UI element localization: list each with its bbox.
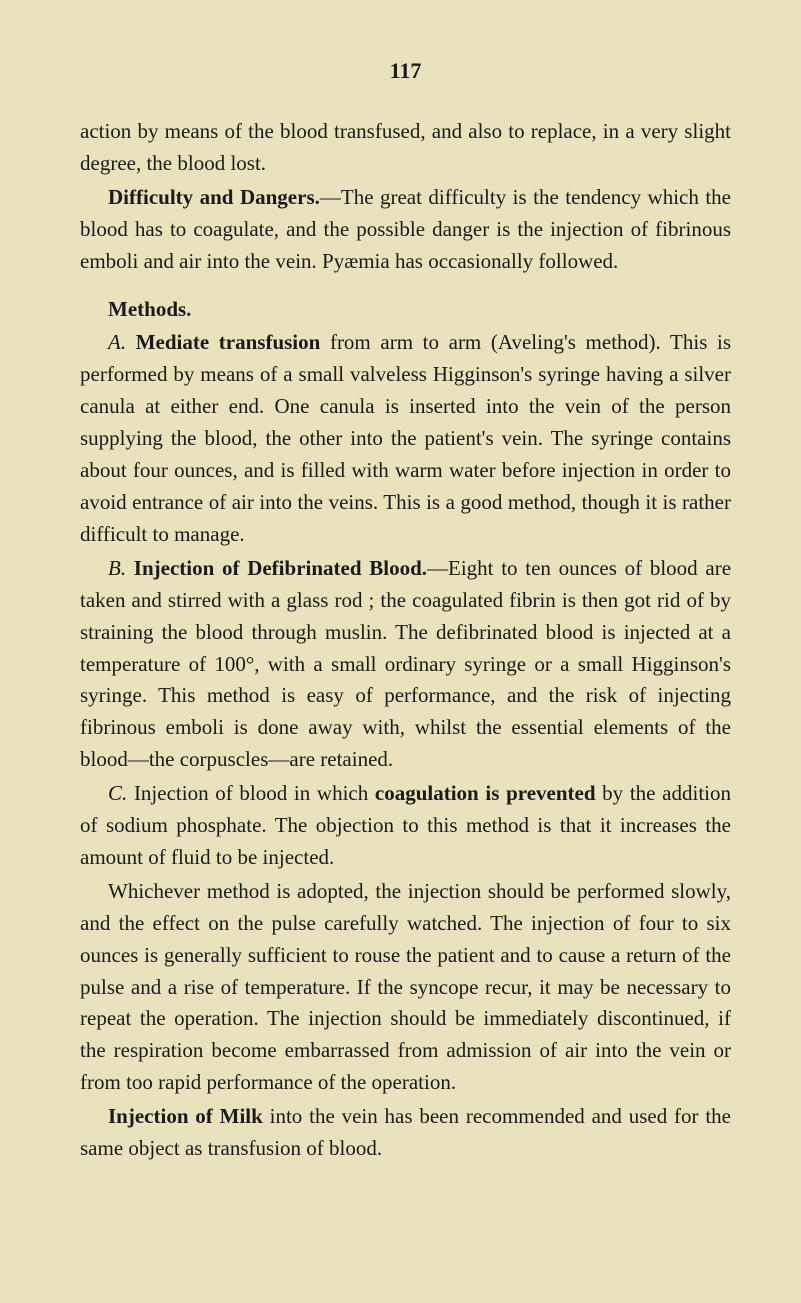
paragraph-4-label: B. [108,556,134,580]
paragraph-3-text: from arm to arm (Aveling's method). This… [80,330,731,545]
paragraph-4-text: —Eight to ten ounces of blood are taken … [80,556,731,771]
page-number: 117 [80,58,731,84]
body-content: action by means of the blood transfused,… [80,116,731,1165]
paragraph-5-before: Injection of blood in which [134,781,375,805]
paragraph-1: action by means of the blood transfused,… [80,116,731,180]
paragraph-5: C. Injection of blood in which coagulati… [80,778,731,874]
paragraph-4: B. Injection of Defibrinated Blood.—Eigh… [80,553,731,776]
paragraph-7: Injection of Milk into the vein has been… [80,1101,731,1165]
paragraph-3: A. Mediate transfusion from arm to arm (… [80,327,731,550]
paragraph-5-label: C. [108,781,134,805]
paragraph-3-lead: Mediate transfusion [136,330,321,354]
paragraph-4-lead: Injection of Defibrinated Blood. [134,556,427,580]
paragraph-3-label: A. [108,330,136,354]
paragraph-6-text: Whichever method is adopted, the injecti… [80,879,731,1094]
paragraph-2-lead: Difficulty and Dangers. [108,185,320,209]
paragraph-5-bold: coagulation is prevented [375,781,596,805]
methods-heading: Methods. [80,294,731,326]
paragraph-1-text: action by means of the blood transfused,… [80,119,731,175]
paragraph-6: Whichever method is adopted, the injecti… [80,876,731,1099]
paragraph-2: Difficulty and Dangers.—The great diffic… [80,182,731,278]
paragraph-7-lead: Injection of Milk [108,1104,263,1128]
